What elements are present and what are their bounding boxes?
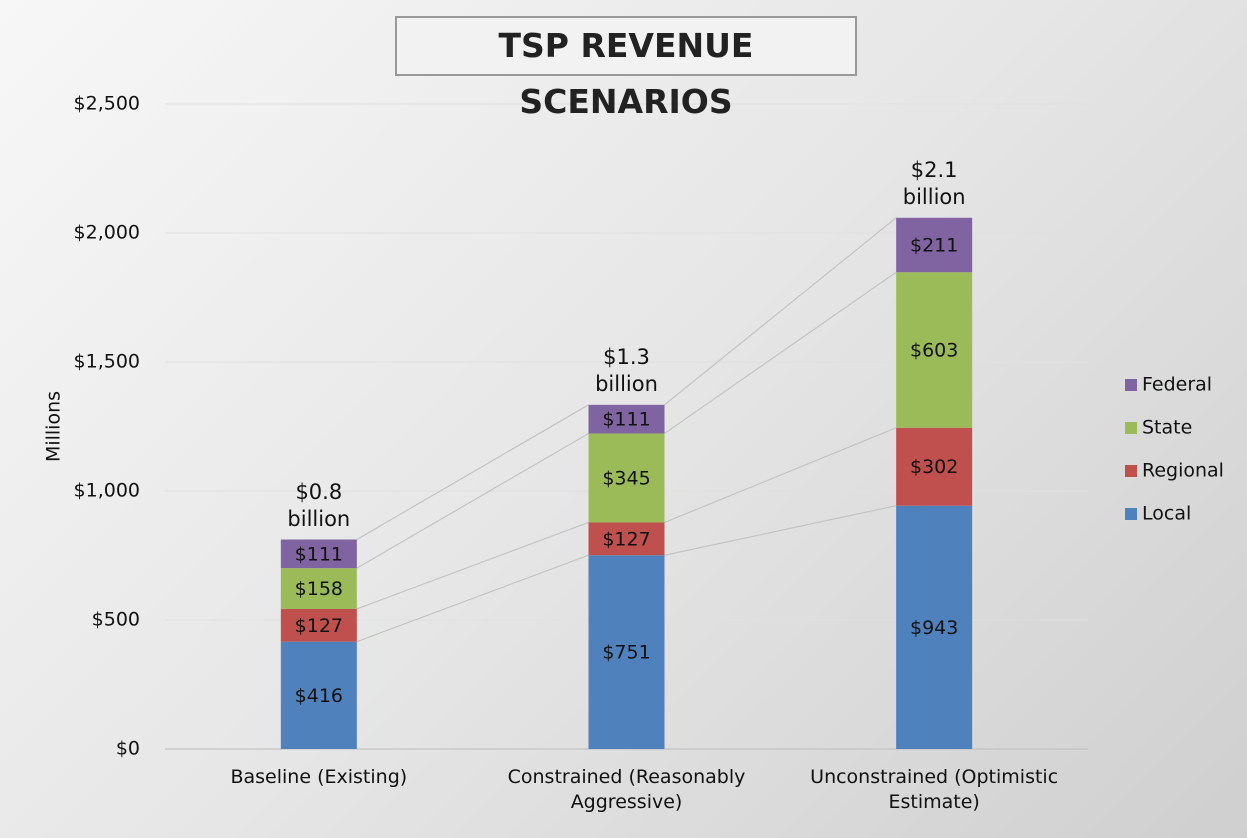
value-label: $111	[295, 543, 343, 565]
value-label: $211	[910, 234, 958, 256]
value-label: $751	[602, 642, 650, 664]
bar-segment	[896, 272, 973, 428]
connector-line	[664, 217, 897, 406]
y-tick-label: $0	[116, 738, 140, 760]
chart-title: TSP REVENUE SCENARIOS	[395, 16, 857, 121]
y-tick-label: $2,000	[74, 222, 140, 244]
bar-segment	[588, 404, 665, 434]
bar-segment	[280, 641, 357, 749]
legend-swatch	[1125, 465, 1137, 477]
legend-label: Local	[1142, 503, 1191, 525]
bar-segment	[896, 505, 973, 749]
bar-segment	[588, 555, 665, 749]
legend-swatch	[1125, 422, 1137, 434]
legend-label: State	[1142, 417, 1192, 439]
legend-swatch	[1125, 379, 1137, 391]
value-label: $416	[295, 685, 343, 707]
y-tick-label: $1,000	[74, 480, 140, 502]
bar-segment	[896, 217, 973, 273]
connector-line	[356, 521, 589, 610]
annotation: $2.1 billion	[902, 157, 966, 210]
bar-segment	[896, 427, 973, 506]
y-axis-label: Millions	[43, 391, 65, 462]
connector-line	[664, 427, 897, 524]
value-label: $345	[602, 467, 650, 489]
value-label: $111	[602, 409, 650, 431]
bar-segment	[280, 608, 357, 642]
x-tick-label: Baseline (Existing)	[230, 766, 408, 788]
bar-segment	[588, 522, 665, 556]
connector-line	[664, 271, 897, 434]
legend-swatch	[1125, 508, 1137, 520]
y-tick-label: $500	[92, 609, 140, 631]
value-label: $127	[295, 615, 343, 637]
bar-segment	[588, 433, 665, 523]
legend-label: Regional	[1142, 460, 1224, 482]
connector-line	[664, 505, 897, 556]
x-tick-label: Unconstrained (Optimistic Estimate)	[810, 766, 1059, 813]
x-tick-label: Constrained (Reasonably Aggressive)	[507, 766, 746, 813]
value-label: $603	[910, 340, 958, 362]
annotation: $1.3 billion	[595, 344, 658, 397]
y-tick-label: $1,500	[74, 351, 140, 373]
value-label: $943	[910, 617, 958, 639]
annotation: $0.8 billion	[287, 479, 351, 531]
legend-label: Federal	[1142, 374, 1212, 396]
connector-line	[356, 554, 589, 643]
bar-segment	[280, 539, 357, 569]
connector-line	[356, 404, 589, 541]
connector-line	[356, 432, 589, 569]
value-label: $158	[295, 578, 343, 600]
value-label: $302	[910, 456, 958, 478]
bar-segment	[280, 568, 357, 609]
value-label: $127	[602, 528, 650, 550]
y-tick-label: $2,500	[74, 93, 140, 115]
